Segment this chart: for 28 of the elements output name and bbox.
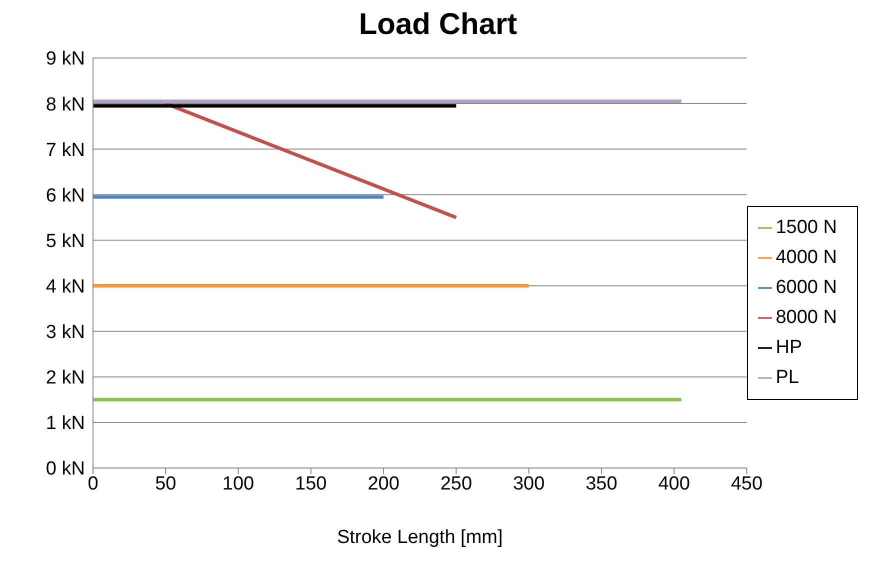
chart-title: Load Chart <box>358 8 518 43</box>
x-tick-label: 250 <box>440 473 472 494</box>
x-tick-label: 350 <box>586 473 618 494</box>
x-tick-label: 400 <box>658 473 690 494</box>
x-tick-label: 200 <box>368 473 400 494</box>
y-tick-label: 7 kN <box>46 140 85 161</box>
x-tick-label: 450 <box>730 473 763 494</box>
x-tick-label: 150 <box>295 473 327 494</box>
legend-label: 8000 N <box>776 307 837 328</box>
legend-label: 1500 N <box>776 217 837 238</box>
x-tick-label: 300 <box>512 473 545 494</box>
y-tick-label: 1 kN <box>46 413 85 434</box>
legend-label: HP <box>776 337 802 358</box>
y-tick-label: 2 kN <box>46 368 85 389</box>
x-tick-label: 0 <box>88 473 98 494</box>
y-tick-label: 4 kN <box>46 276 85 298</box>
x-tick-label: 50 <box>155 473 176 494</box>
legend-label: 6000 N <box>776 277 837 298</box>
y-tick-label: 9 kN <box>46 48 85 70</box>
x-axis-title: Stroke Length [mm] <box>336 527 503 548</box>
x-tick-label: 100 <box>222 473 254 494</box>
y-tick-label: 8 kN <box>46 94 85 116</box>
y-tick-label: 3 kN <box>46 322 85 344</box>
y-tick-label: 0 kN <box>46 458 85 480</box>
legend-label: 4000 N <box>776 247 837 268</box>
y-tick-label: 6 kN <box>46 185 85 206</box>
legend-label: PL <box>776 367 799 388</box>
y-tick-label: 5 kN <box>46 230 85 252</box>
